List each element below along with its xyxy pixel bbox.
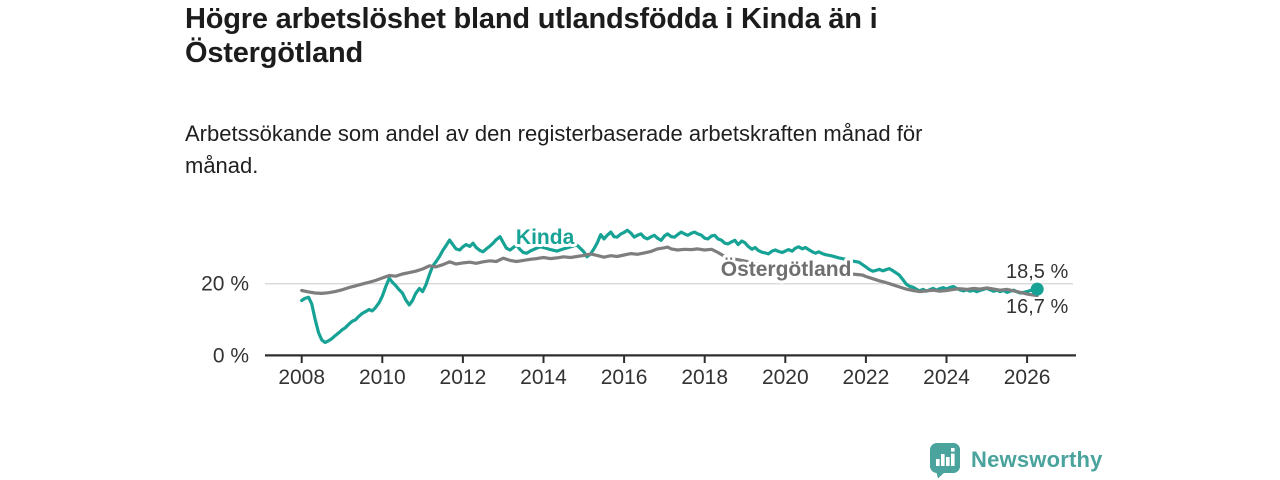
chart-subtitle-line-1: Arbetssökande som andel av den registerb… xyxy=(185,121,923,146)
series-label-Östergötland: Östergötland xyxy=(721,258,852,281)
x-tick-label-2020: 2020 xyxy=(762,366,809,389)
y-tick-label-20: 20 % xyxy=(201,273,249,296)
newsworthy-brand[interactable]: Newsworthy xyxy=(928,441,1103,479)
chart-subtitle-line-2: månad. xyxy=(185,153,259,178)
x-tick-label-2024: 2024 xyxy=(923,366,970,389)
x-tick-label-2014: 2014 xyxy=(520,366,567,389)
page-title: Högre arbetslöshet bland utlandsfödda i … xyxy=(185,2,985,70)
page-title-line-1: Högre arbetslöshet bland utlandsfödda i … xyxy=(185,3,878,35)
y-tick-label-0: 0 % xyxy=(213,344,249,367)
chart-subtitle: Arbetssökande som andel av den registerb… xyxy=(185,118,1045,182)
end-value-label-Östergötland: 16,7 % xyxy=(1006,296,1068,318)
newsworthy-logo-icon xyxy=(930,443,960,479)
x-tick-label-2008: 2008 xyxy=(278,366,325,389)
logo-bar-chart-glyph xyxy=(936,448,955,466)
x-tick-label-2018: 2018 xyxy=(681,366,728,389)
end-value-label-Kinda: 18,5 % xyxy=(1006,261,1068,283)
newsworthy-brand-text: Newsworthy xyxy=(971,447,1103,472)
x-tick-label-2022: 2022 xyxy=(843,366,890,389)
x-tick-label-2016: 2016 xyxy=(601,366,648,389)
series-label-Kinda: Kinda xyxy=(516,226,575,249)
x-tick-label-2026: 2026 xyxy=(1004,366,1051,389)
x-tick-label-2010: 2010 xyxy=(359,366,406,389)
series-line-Östergötland xyxy=(300,245,1039,298)
x-tick-label-2012: 2012 xyxy=(440,366,487,389)
end-dot-Kinda xyxy=(1030,282,1044,296)
page-title-line-2: Östergötland xyxy=(185,37,364,69)
